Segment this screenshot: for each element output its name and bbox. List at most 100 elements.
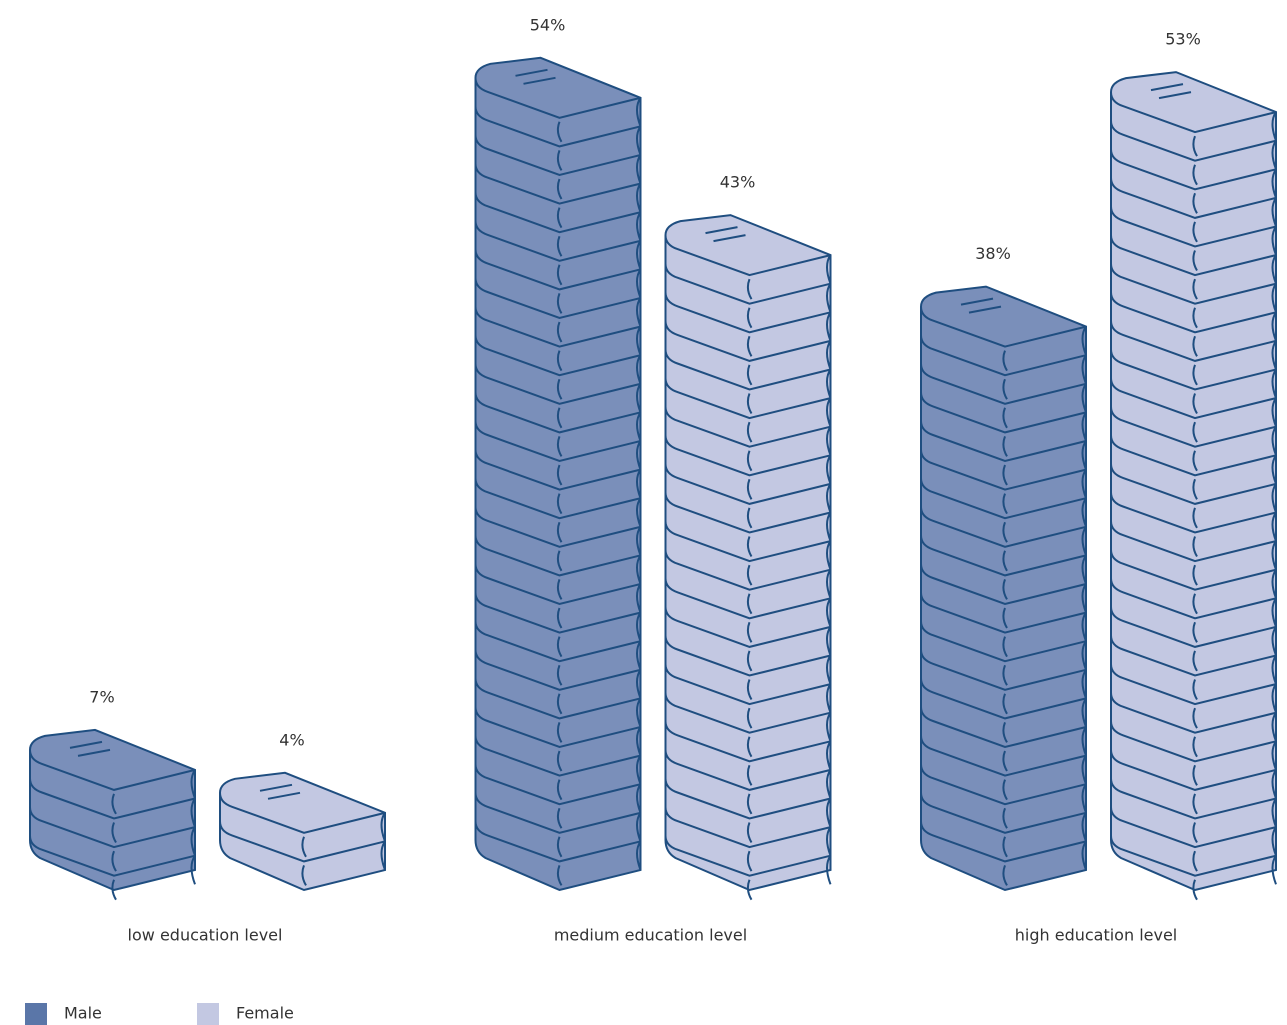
page-edge xyxy=(1002,497,1087,543)
book-divider xyxy=(664,463,831,505)
book-divider xyxy=(920,649,1087,691)
book-divider xyxy=(920,735,1087,777)
book-divider xyxy=(474,735,641,777)
page-edge xyxy=(556,669,642,715)
page-edge xyxy=(1192,483,1277,529)
book-divider xyxy=(664,635,831,677)
book-stack xyxy=(664,214,832,901)
book-divider xyxy=(474,277,641,320)
book-divider xyxy=(1110,635,1277,677)
page-edge xyxy=(556,583,642,629)
value-label: 43% xyxy=(720,173,756,192)
page-edge xyxy=(556,469,642,515)
book-divider xyxy=(29,835,196,877)
value-label: 7% xyxy=(89,687,114,706)
page-edge xyxy=(556,697,642,743)
page-edge xyxy=(746,540,832,586)
page-edge xyxy=(1192,368,1277,415)
page-edge xyxy=(301,812,386,858)
book-divider xyxy=(664,807,831,849)
cover-edge xyxy=(474,77,641,119)
cover-deco xyxy=(259,783,301,800)
book-divider xyxy=(1110,463,1277,505)
page-edge xyxy=(1002,526,1087,572)
book-divider xyxy=(664,435,831,477)
book-divider xyxy=(474,163,641,205)
page-edge xyxy=(1192,311,1277,357)
page-edge xyxy=(556,554,642,600)
book-divider xyxy=(1110,807,1277,849)
page-edge xyxy=(1192,454,1277,500)
page-edge xyxy=(556,268,642,314)
value-label: 54% xyxy=(530,15,566,34)
page-edge xyxy=(556,211,642,257)
page-edge xyxy=(556,640,642,686)
book-divider xyxy=(474,106,641,148)
book-divider xyxy=(664,549,831,591)
page-edge xyxy=(556,411,642,457)
page-edge xyxy=(1192,340,1277,386)
book-stack xyxy=(1110,71,1277,901)
book-divider xyxy=(920,535,1087,577)
x-tick-label: high education level xyxy=(1015,926,1178,945)
book-divider xyxy=(664,835,831,877)
book-divider xyxy=(474,764,641,806)
book-divider xyxy=(474,821,641,863)
book-divider xyxy=(1110,606,1277,648)
book-stack xyxy=(29,728,196,901)
stack-body xyxy=(664,214,832,892)
page-edge xyxy=(1002,755,1087,801)
page-edge xyxy=(746,712,832,758)
page-edge xyxy=(556,497,642,543)
book-divider xyxy=(664,749,831,791)
book-divider xyxy=(920,335,1087,377)
page-edge xyxy=(1002,583,1087,629)
page-edge xyxy=(746,483,832,529)
page-edge xyxy=(746,283,832,329)
page-edge xyxy=(746,569,832,615)
page-edge xyxy=(1002,669,1087,715)
book-divider xyxy=(474,392,641,434)
page-edge xyxy=(1192,569,1277,615)
book-divider xyxy=(664,406,831,448)
page-edge xyxy=(746,740,832,786)
book-divider xyxy=(920,363,1087,405)
cover-deco xyxy=(960,297,1002,314)
book-divider xyxy=(1110,406,1277,448)
page-edge xyxy=(301,840,386,886)
cover-deco xyxy=(515,68,556,85)
page-edge xyxy=(746,597,832,643)
page-edge xyxy=(1002,354,1087,400)
book-divider xyxy=(474,134,641,177)
page-edge xyxy=(556,783,642,829)
page-edge xyxy=(1192,225,1277,272)
page-edge xyxy=(1192,111,1277,157)
page-edge xyxy=(1192,683,1277,729)
book-divider xyxy=(474,249,641,291)
book-divider xyxy=(1110,692,1277,734)
book-divider xyxy=(474,335,641,377)
page-edge xyxy=(746,855,832,901)
book-divider xyxy=(474,649,641,691)
book-divider xyxy=(920,792,1087,834)
page-edge xyxy=(556,612,642,658)
page-edge xyxy=(111,826,196,872)
page-edge xyxy=(556,97,642,143)
book-divider xyxy=(920,621,1087,663)
book-divider xyxy=(664,778,831,820)
page-edge xyxy=(556,755,642,801)
page-edge xyxy=(746,454,832,500)
value-label: 38% xyxy=(975,244,1011,263)
page-edge xyxy=(746,426,832,472)
book-divider xyxy=(920,821,1087,863)
x-tick-label: medium education level xyxy=(554,926,747,945)
page-edge xyxy=(556,383,642,429)
cover-edge xyxy=(219,792,386,834)
page-edge xyxy=(1192,254,1277,300)
value-label: 4% xyxy=(279,730,304,749)
book-divider xyxy=(474,220,641,262)
book-divider xyxy=(664,349,831,391)
book-divider xyxy=(1110,292,1277,334)
cover-edge xyxy=(29,749,196,791)
